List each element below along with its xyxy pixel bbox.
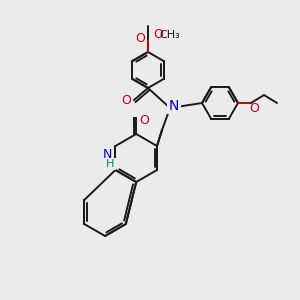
Text: CH₃: CH₃	[160, 30, 180, 40]
Text: N: N	[169, 99, 179, 113]
Text: H: H	[106, 159, 115, 169]
Text: O: O	[249, 103, 259, 116]
Text: N: N	[103, 148, 112, 160]
Text: O: O	[139, 115, 149, 128]
Text: O: O	[121, 94, 131, 106]
Text: O: O	[135, 32, 145, 46]
Text: O: O	[153, 28, 163, 41]
